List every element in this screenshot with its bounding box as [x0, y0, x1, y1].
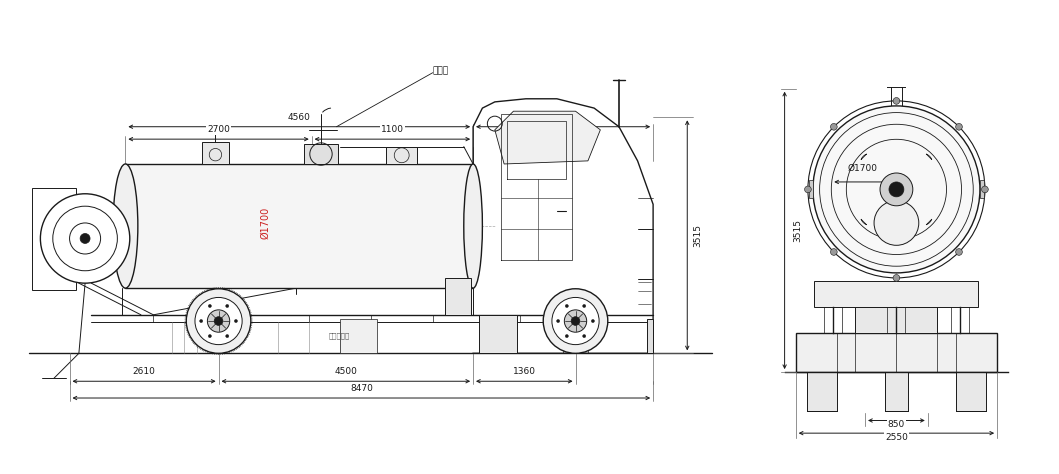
Text: 风挡板: 风挡板 — [433, 66, 449, 75]
Circle shape — [552, 298, 599, 345]
Circle shape — [805, 186, 811, 193]
Circle shape — [813, 106, 980, 273]
Bar — [202, 142, 229, 164]
Circle shape — [234, 319, 237, 323]
Polygon shape — [926, 154, 932, 160]
Circle shape — [571, 317, 580, 325]
Polygon shape — [926, 219, 932, 225]
Circle shape — [889, 182, 904, 197]
Circle shape — [40, 194, 130, 283]
Circle shape — [874, 201, 919, 246]
Bar — [445, 278, 471, 315]
Bar — [980, 181, 984, 198]
Circle shape — [830, 249, 838, 255]
Circle shape — [226, 335, 229, 337]
Text: 8470: 8470 — [349, 384, 373, 393]
Text: Ø1700: Ø1700 — [261, 207, 270, 239]
Circle shape — [566, 335, 569, 337]
Text: 2610: 2610 — [132, 367, 156, 376]
Circle shape — [195, 298, 243, 345]
Bar — [814, 281, 979, 307]
Text: CEEC TRUCKS: CEEC TRUCKS — [281, 196, 348, 206]
Circle shape — [209, 335, 212, 337]
Circle shape — [893, 98, 900, 104]
Bar — [125, 164, 473, 288]
Text: 水环真空泵: 水环真空泵 — [329, 333, 351, 339]
Circle shape — [566, 304, 569, 308]
Bar — [809, 181, 813, 198]
Circle shape — [982, 186, 988, 193]
Bar — [956, 372, 986, 411]
Text: J: J — [345, 207, 359, 245]
Bar — [304, 144, 339, 164]
Text: 3515: 3515 — [694, 224, 702, 247]
Circle shape — [186, 289, 251, 353]
Circle shape — [582, 304, 586, 308]
Circle shape — [880, 173, 913, 206]
Circle shape — [209, 304, 212, 308]
Circle shape — [893, 274, 900, 281]
Circle shape — [564, 310, 587, 332]
Circle shape — [830, 123, 838, 130]
Bar — [856, 307, 937, 333]
Text: 705: 705 — [555, 113, 572, 122]
Bar — [387, 146, 417, 164]
Circle shape — [591, 319, 594, 323]
Circle shape — [955, 249, 963, 255]
Bar — [647, 319, 653, 353]
Text: 1360: 1360 — [513, 367, 536, 376]
Text: 4560: 4560 — [288, 113, 310, 122]
Bar — [340, 319, 377, 353]
Bar — [885, 372, 908, 411]
Bar — [480, 315, 517, 353]
Bar — [33, 188, 76, 290]
Circle shape — [582, 335, 586, 337]
Text: 4500: 4500 — [335, 367, 357, 376]
Polygon shape — [495, 111, 600, 164]
Text: 1100: 1100 — [381, 125, 403, 134]
Circle shape — [199, 319, 202, 323]
Circle shape — [543, 289, 608, 353]
Polygon shape — [861, 219, 866, 225]
Bar — [807, 372, 837, 411]
Circle shape — [955, 123, 963, 130]
Ellipse shape — [113, 164, 138, 288]
Bar — [795, 333, 998, 372]
Polygon shape — [861, 154, 866, 160]
Text: 2550: 2550 — [885, 433, 908, 442]
Text: 3515: 3515 — [793, 219, 803, 242]
Circle shape — [80, 234, 90, 244]
Text: 2700: 2700 — [208, 125, 230, 134]
Text: 850: 850 — [887, 420, 905, 429]
Circle shape — [226, 304, 229, 308]
Ellipse shape — [464, 164, 483, 288]
Circle shape — [557, 319, 560, 323]
Text: Ø1700: Ø1700 — [848, 164, 878, 173]
Circle shape — [214, 317, 222, 325]
Circle shape — [208, 310, 230, 332]
